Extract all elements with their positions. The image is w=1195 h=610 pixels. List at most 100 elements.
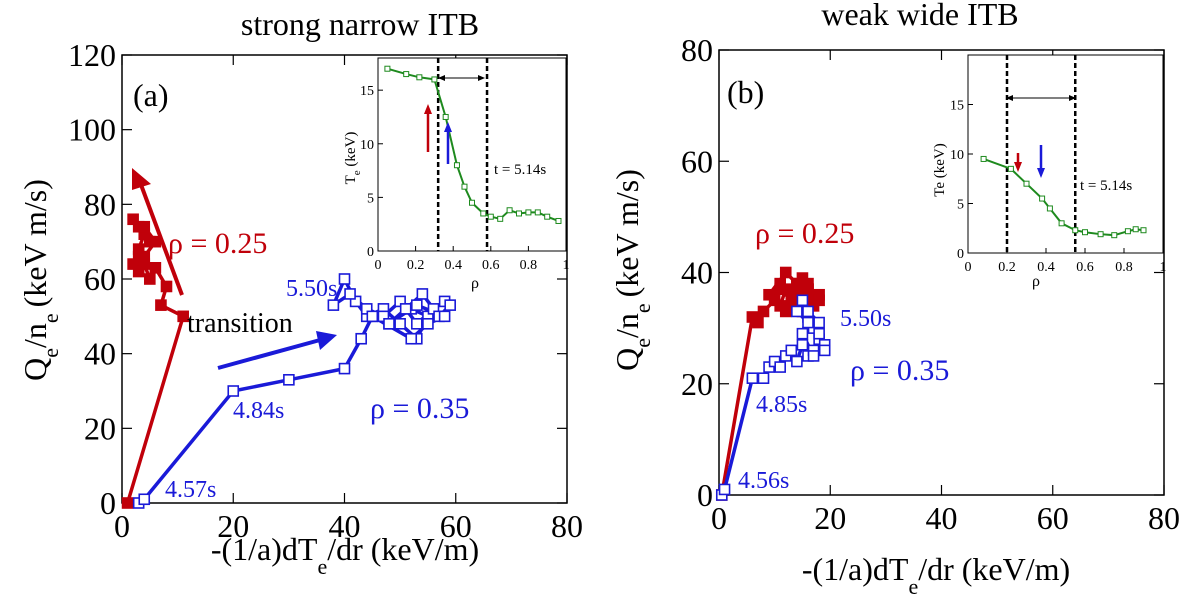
panel-b-rho025-label: ρ = 0.25 xyxy=(755,217,854,250)
data-point xyxy=(344,288,356,300)
inset-ytick-label: 10 xyxy=(360,138,374,153)
panel-b-label: (b) xyxy=(727,74,764,110)
inset-xtick-label: 0.8 xyxy=(1115,260,1133,275)
inset-ytick-label: 15 xyxy=(360,84,374,99)
data-point xyxy=(160,280,173,293)
ytick-label: 40 xyxy=(84,336,116,372)
inset-xtick-label: 1 xyxy=(1160,260,1167,275)
data-point xyxy=(383,317,395,330)
data-point xyxy=(718,483,731,496)
data-point xyxy=(796,294,809,307)
data-point xyxy=(796,327,809,340)
panel-b-inset: 0 5 10 15 0 0.2 0.4 0.6 0.8 1 ρ Te (keV) t = 5.14… xyxy=(932,54,1167,290)
panel-a-time-550: 5.50s xyxy=(286,276,337,302)
inset-ytick-label: 5 xyxy=(957,198,964,213)
inset-data-point xyxy=(442,113,449,120)
ytick-label: 60 xyxy=(84,261,116,297)
panel-a-label: (a) xyxy=(133,77,169,113)
xtick-label: 80 xyxy=(551,508,583,544)
inset-data-point xyxy=(1132,226,1139,233)
inset-xtick-label: 0 xyxy=(375,258,382,273)
panel-b-time-550: 5.50s xyxy=(840,306,891,332)
panel-a-inset-time: t = 5.14s xyxy=(494,162,546,178)
panel-b-yticks: 0 20 40 60 80 xyxy=(681,32,1164,513)
xtick-label: 60 xyxy=(1037,500,1069,536)
data-point xyxy=(149,261,162,274)
inset-ytick-label: 10 xyxy=(950,148,964,163)
data-point xyxy=(757,372,770,384)
inset-data-point xyxy=(516,210,522,217)
data-point xyxy=(138,250,151,263)
panel-a-inset-arrowhead-left xyxy=(438,75,445,81)
ytick-label: 0 xyxy=(697,477,713,513)
inset-ytick-label: 0 xyxy=(957,247,964,262)
xtick-label: 60 xyxy=(440,508,472,544)
inset-data-point xyxy=(1046,205,1053,212)
data-point xyxy=(121,497,134,509)
panel-b-rho035-label: ρ = 0.35 xyxy=(850,354,949,387)
data-point xyxy=(774,361,786,373)
data-point xyxy=(411,299,423,311)
data-point xyxy=(791,277,803,290)
inset-data-point xyxy=(1058,220,1065,227)
data-point xyxy=(438,310,451,323)
inset-xtick-label: 0.4 xyxy=(444,258,462,273)
ytick-label: 20 xyxy=(681,366,713,402)
panel-a-ylabel: Qe/ne(keV m/s) xyxy=(17,179,63,381)
data-point xyxy=(813,327,825,340)
data-point xyxy=(779,305,792,318)
data-point xyxy=(807,350,820,362)
data-point xyxy=(785,344,798,357)
data-point xyxy=(144,273,156,285)
inset-data-point xyxy=(461,183,468,190)
inset-xtick-label: 0 xyxy=(965,260,972,275)
inset-data-point xyxy=(534,209,541,216)
panel-a-transition-label: transition xyxy=(187,308,293,339)
inset-ytick-label: 15 xyxy=(950,99,964,114)
inset-xtick-label: 0.2 xyxy=(998,260,1016,275)
panel-b: weak wide ITB (b) 0 20 40 60 80 0 20 40 60 80 -(… xyxy=(609,0,1180,599)
inset-data-point xyxy=(506,207,513,214)
data-point xyxy=(818,344,831,357)
inset-data-point xyxy=(1124,228,1131,235)
inset-data-point xyxy=(480,210,487,217)
data-point xyxy=(132,265,145,278)
ytick-label: 40 xyxy=(681,255,713,291)
panel-a-rho025-label: ρ = 0.25 xyxy=(168,227,267,260)
data-point xyxy=(796,339,809,351)
panel-a-inset-ylabel: Te (keV) xyxy=(343,132,363,185)
panel-b-inset-arrowhead-left xyxy=(1006,95,1013,101)
xtick-label: 0 xyxy=(114,508,130,544)
inset-data-point xyxy=(1039,195,1046,202)
inset-data-point xyxy=(1072,227,1079,234)
inset-data-point xyxy=(1140,227,1147,234)
inset-data-point xyxy=(469,199,475,206)
inset-data-point xyxy=(1097,231,1104,238)
panel-b-inset-series xyxy=(980,55,1147,253)
data-point xyxy=(791,355,803,368)
inset-data-point xyxy=(555,217,562,224)
panel-b-time-485: 4.85s xyxy=(756,392,807,418)
data-point xyxy=(355,332,367,345)
panel-a-xlabel: -(1/a)dTe/dr (keV/m) xyxy=(211,531,479,579)
panel-b-series xyxy=(715,266,831,501)
inset-data-point xyxy=(487,213,494,220)
data-point xyxy=(405,332,418,345)
inset-xtick-label: 1 xyxy=(563,258,570,273)
data-point xyxy=(752,316,764,329)
panel-a-inset-ticks: 0 5 10 15 0 0.2 0.4 0.6 0.8 1 xyxy=(360,84,570,273)
inset-xtick-label: 0.4 xyxy=(1037,260,1055,275)
inset-data-point xyxy=(384,65,391,72)
inset-data-point xyxy=(416,74,423,81)
ytick-label: 80 xyxy=(84,186,116,222)
data-point xyxy=(813,316,825,329)
panel-a-title: strong narrow ITB xyxy=(241,6,479,42)
data-point xyxy=(422,317,434,330)
data-point xyxy=(127,213,139,226)
xtick-label: 0 xyxy=(711,500,727,536)
ytick-label: 100 xyxy=(68,112,116,148)
data-point xyxy=(802,277,814,290)
data-point xyxy=(227,385,240,397)
data-point xyxy=(338,362,351,375)
